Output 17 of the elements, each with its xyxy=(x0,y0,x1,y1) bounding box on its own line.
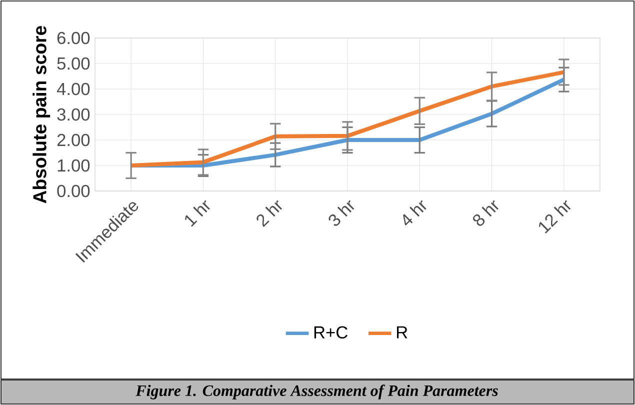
x-tick-label: 1 hr xyxy=(185,200,210,227)
y-axis-title: Absolute pain score xyxy=(32,26,50,204)
legend-label: R+C xyxy=(314,326,348,338)
y-tick-label: 6.00 xyxy=(57,32,90,44)
y-tick-label: 5.00 xyxy=(57,57,90,70)
y-tick-label: 2.00 xyxy=(57,134,90,146)
y-tick-label: 4.00 xyxy=(56,82,90,96)
x-tick-label: 12 hr xyxy=(538,200,571,234)
x-tick-label: 8 hr xyxy=(473,200,498,226)
y-tick-label: 3.00 xyxy=(57,108,90,121)
legend-label: R xyxy=(397,326,408,338)
y-tick-label: 1.00 xyxy=(58,159,90,172)
y-tick-label: 0.00 xyxy=(57,184,90,198)
text: Figure 1. Comparative Assessment of Pain Parameters xyxy=(136,384,498,400)
x-tick-label: 3 hr xyxy=(328,200,354,226)
x-tick-label: 2 hr xyxy=(256,200,282,228)
x-tick-label: 4 hr xyxy=(403,200,426,226)
